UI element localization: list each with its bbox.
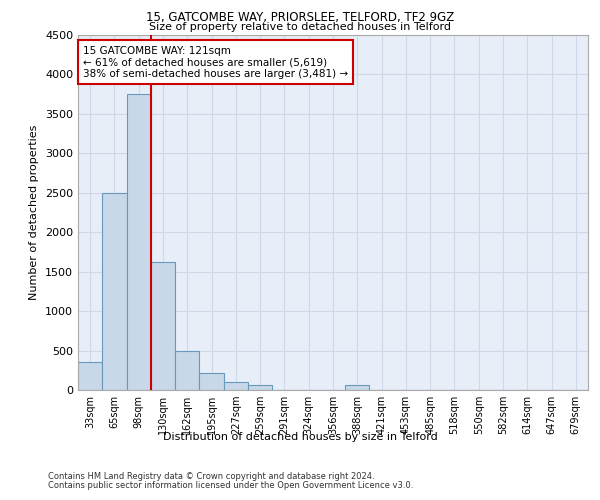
- Bar: [199, 372, 224, 390]
- Text: Size of property relative to detached houses in Telford: Size of property relative to detached ho…: [149, 22, 451, 32]
- Bar: [224, 382, 248, 390]
- Bar: [175, 350, 199, 390]
- Y-axis label: Number of detached properties: Number of detached properties: [29, 125, 40, 300]
- Bar: [248, 386, 272, 390]
- Bar: [102, 193, 127, 390]
- Bar: [127, 94, 151, 390]
- Text: Contains public sector information licensed under the Open Government Licence v3: Contains public sector information licen…: [48, 481, 413, 490]
- Text: Distribution of detached houses by size in Telford: Distribution of detached houses by size …: [163, 432, 437, 442]
- Bar: [345, 386, 370, 390]
- Bar: [78, 362, 102, 390]
- Text: 15, GATCOMBE WAY, PRIORSLEE, TELFORD, TF2 9GZ: 15, GATCOMBE WAY, PRIORSLEE, TELFORD, TF…: [146, 11, 454, 24]
- Text: Contains HM Land Registry data © Crown copyright and database right 2024.: Contains HM Land Registry data © Crown c…: [48, 472, 374, 481]
- Bar: [151, 262, 175, 390]
- Text: 15 GATCOMBE WAY: 121sqm
← 61% of detached houses are smaller (5,619)
38% of semi: 15 GATCOMBE WAY: 121sqm ← 61% of detache…: [83, 46, 348, 79]
